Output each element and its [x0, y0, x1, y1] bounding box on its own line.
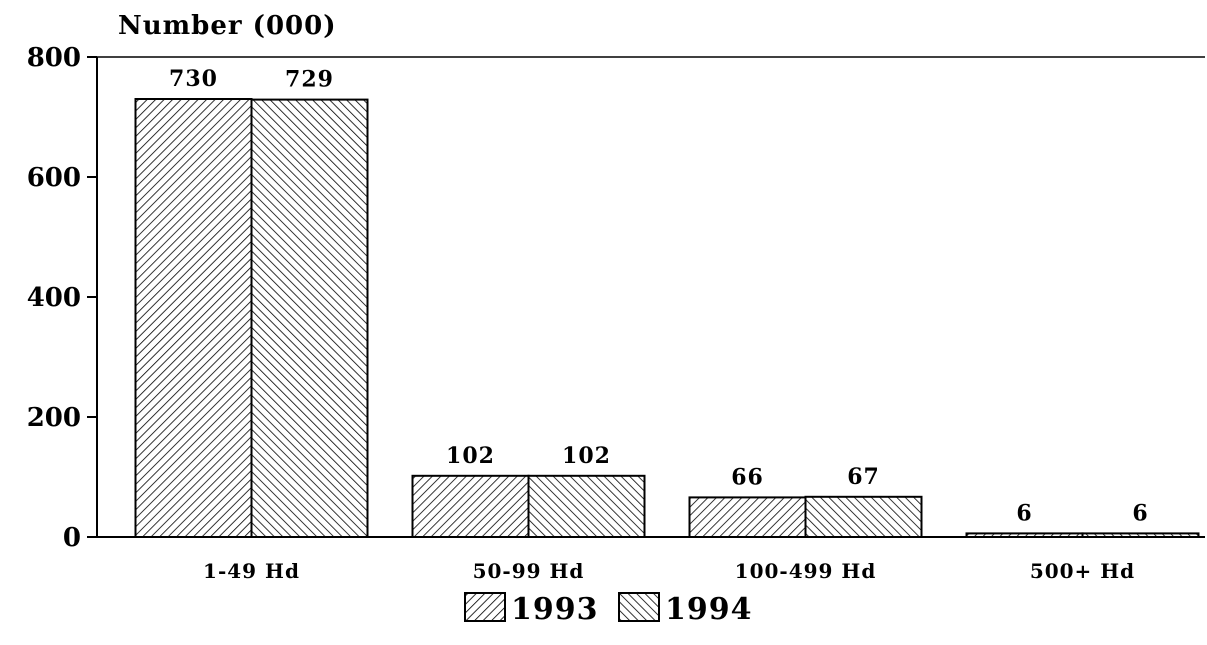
bar-1994-3	[1081, 532, 1200, 539]
data-label: 730	[169, 66, 218, 92]
legend-swatch-1994	[618, 592, 660, 622]
y-tick-label: 0	[63, 523, 81, 553]
bar-1993-1	[411, 474, 530, 538]
data-label: 102	[562, 443, 611, 469]
axes: 0 200 400 600 800 1-49 Hd 50-99 Hd 100-499 Hd 50…	[27, 43, 1205, 583]
bar-1993-3	[965, 532, 1084, 539]
legend-label: 1994	[665, 592, 753, 627]
bar-1993-0	[134, 98, 253, 538]
data-label: 729	[285, 67, 334, 93]
data-label: 66	[731, 464, 764, 490]
x-tick-label: 500+ Hd	[1030, 559, 1135, 583]
bar-1994-1	[527, 474, 646, 538]
x-tick-label: 50-99 Hd	[473, 559, 585, 583]
data-label: 6	[1132, 500, 1148, 526]
data-label: 102	[446, 443, 495, 469]
legend-label: 1993	[511, 592, 599, 627]
legend-swatch-1993	[464, 592, 506, 622]
bars	[134, 98, 1200, 539]
data-label: 67	[847, 464, 880, 490]
y-tick-label: 600	[27, 163, 81, 193]
x-tick-label: 100-499 Hd	[735, 559, 877, 583]
legend: 1993 1994	[464, 592, 753, 627]
x-tick-label: 1-49 Hd	[203, 559, 300, 583]
chart-title: Number (000)	[118, 11, 337, 41]
bar-1993-2	[688, 496, 807, 538]
bar-1994-2	[804, 495, 923, 538]
y-tick-label: 800	[27, 43, 81, 73]
y-tick-label: 400	[27, 283, 81, 313]
bar-1994-0	[250, 98, 369, 538]
y-tick-label: 200	[27, 403, 81, 433]
data-label: 6	[1016, 500, 1032, 526]
